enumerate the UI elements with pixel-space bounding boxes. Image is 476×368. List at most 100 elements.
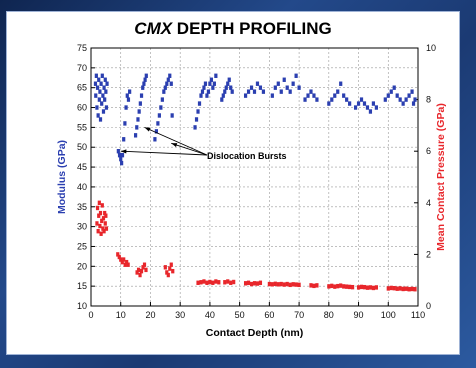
x-tick-label: 50: [235, 310, 245, 320]
data-point: [123, 121, 127, 126]
data-point: [362, 284, 367, 290]
data-point: [279, 281, 283, 287]
data-point: [362, 101, 367, 106]
data-point: [97, 77, 101, 82]
data-point: [104, 213, 108, 218]
data-point: [407, 287, 411, 292]
data-point: [205, 93, 209, 98]
data-point: [246, 89, 251, 94]
data-point: [330, 283, 334, 289]
data-point: [116, 149, 120, 154]
data-point: [168, 266, 172, 271]
data-point: [98, 89, 102, 94]
data-point: [101, 216, 106, 221]
annotation-arrow: [120, 150, 208, 156]
data-point: [312, 283, 316, 289]
y-tick-label: 55: [77, 122, 87, 132]
data-point: [374, 105, 378, 110]
data-point: [165, 270, 169, 275]
data-point: [170, 113, 174, 118]
data-point: [120, 160, 124, 166]
data-point: [101, 93, 105, 98]
data-point: [339, 81, 343, 86]
data-point: [243, 281, 248, 286]
data-point: [339, 283, 343, 288]
data-point: [96, 228, 100, 234]
data-point: [200, 89, 205, 94]
y-axis: 10 15 20 25 30 35 40 45 50 55 60 65 70 75: [77, 43, 95, 311]
data-point: [199, 280, 203, 285]
data-point: [315, 97, 319, 102]
data-point: [227, 77, 231, 82]
data-point: [209, 77, 213, 82]
data-point: [95, 105, 99, 110]
data-point: [368, 109, 373, 114]
data-point: [392, 285, 396, 291]
y-tick-label: 75: [77, 43, 87, 53]
data-point: [144, 73, 148, 78]
data-point: [208, 81, 212, 86]
data-point: [163, 265, 167, 270]
y-tick-label: 35: [77, 202, 87, 212]
data-point: [97, 200, 101, 205]
x-tick-label: 110: [411, 310, 425, 320]
data-point: [398, 97, 402, 102]
data-point: [270, 93, 274, 98]
x-tick-label: 80: [324, 310, 334, 320]
x-axis-title: Contact Depth (nm): [206, 327, 303, 339]
data-point: [351, 284, 355, 290]
data-point: [103, 97, 107, 102]
data-point: [407, 93, 411, 98]
data-point: [196, 109, 200, 114]
data-point: [103, 221, 107, 226]
data-point: [309, 89, 313, 94]
y-tick-label: 45: [77, 162, 87, 172]
data-point: [122, 137, 126, 142]
chart-title-prefix: CMX: [134, 19, 173, 38]
data-point: [120, 152, 125, 158]
data-point: [166, 272, 170, 278]
data-point: [336, 283, 340, 289]
data-point: [279, 89, 283, 94]
data-point: [122, 257, 126, 262]
data-point: [389, 285, 393, 291]
data-point: [312, 93, 316, 98]
data-point: [217, 280, 221, 285]
annotation-arrow: [171, 142, 208, 156]
data-point: [252, 89, 257, 94]
data-point: [288, 282, 292, 288]
y2-tick-label: 8: [426, 95, 431, 105]
data-point: [202, 85, 206, 90]
data-point: [98, 210, 103, 216]
data-point: [330, 97, 334, 102]
data-point: [163, 85, 167, 90]
data-point: [374, 285, 378, 290]
data-point: [126, 262, 130, 267]
data-point: [98, 223, 102, 229]
data-point: [214, 73, 218, 78]
data-point: [99, 231, 103, 236]
data-point: [169, 262, 173, 267]
data-point: [157, 113, 161, 118]
x-tick-label: 20: [145, 310, 155, 320]
data-point: [139, 268, 144, 274]
annotation-arrowhead: [120, 149, 127, 154]
data-point: [368, 285, 373, 290]
data-point: [327, 101, 331, 106]
data-point: [273, 281, 277, 287]
data-point: [249, 281, 254, 287]
data-point: [138, 101, 142, 106]
data-point: [309, 283, 313, 288]
data-point: [401, 101, 405, 106]
y-tick-label: 25: [77, 241, 87, 251]
grid: [90, 47, 419, 307]
data-point: [95, 221, 99, 226]
data-point: [160, 97, 164, 102]
data-point: [136, 267, 141, 273]
data-point: [258, 85, 263, 90]
data-point: [243, 93, 248, 98]
y-tick-label: 10: [77, 301, 87, 311]
data-point: [99, 81, 103, 86]
data-point: [100, 218, 104, 224]
